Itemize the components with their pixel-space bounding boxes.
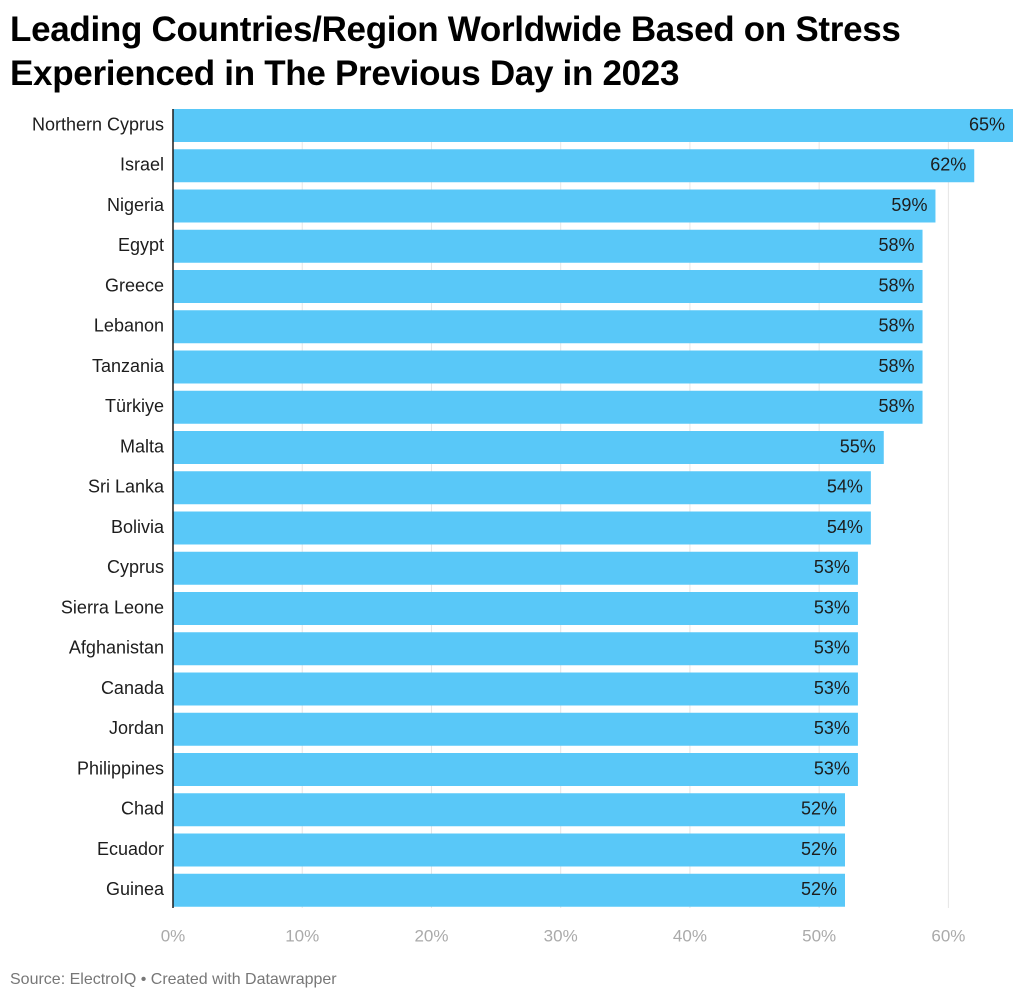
category-label: Afghanistan bbox=[69, 638, 164, 658]
bar-chart: Northern Cyprus Israel Nigeria Egypt Greece L… bbox=[32, 109, 1013, 945]
category-label: Egypt bbox=[118, 235, 164, 255]
value-label: 52% bbox=[801, 879, 837, 899]
value-label: 54% bbox=[827, 517, 863, 537]
value-label: 53% bbox=[814, 758, 850, 778]
value-label: 53% bbox=[814, 638, 850, 658]
category-label: Ecuador bbox=[97, 839, 164, 859]
bar bbox=[173, 592, 858, 625]
x-tick-label: 60% bbox=[931, 926, 965, 945]
category-label: Northern Cyprus bbox=[32, 114, 164, 134]
bar bbox=[173, 672, 858, 706]
x-tick-label: 20% bbox=[414, 926, 448, 945]
category-label: Greece bbox=[105, 275, 164, 295]
category-label: Guinea bbox=[106, 879, 165, 899]
value-label: 53% bbox=[814, 597, 850, 617]
category-label: Malta bbox=[120, 436, 165, 456]
category-label: Philippines bbox=[77, 758, 164, 778]
value-label: 58% bbox=[879, 356, 915, 376]
bar bbox=[173, 551, 858, 585]
category-label: Lebanon bbox=[94, 316, 164, 336]
x-tick-label: 50% bbox=[802, 926, 836, 945]
category-labels: Northern Cyprus Israel Nigeria Egypt Greece L… bbox=[32, 114, 165, 899]
bar bbox=[173, 833, 845, 867]
bar bbox=[173, 189, 936, 223]
x-axis-ticks: 0% 10% 20% 30% 40% 50% 60% bbox=[161, 926, 966, 945]
value-label: 65% bbox=[969, 114, 1005, 134]
bar bbox=[173, 149, 975, 183]
category-label: Cyprus bbox=[107, 557, 164, 577]
value-label: 53% bbox=[814, 718, 850, 738]
bar bbox=[173, 431, 884, 464]
bar bbox=[173, 753, 858, 786]
category-label: Türkiye bbox=[105, 396, 164, 416]
chart-title: Leading Countries/Region Worldwide Based… bbox=[10, 10, 901, 93]
bar bbox=[173, 793, 845, 827]
gridlines bbox=[301, 109, 949, 908]
category-label: Sri Lanka bbox=[88, 477, 165, 497]
category-label: Nigeria bbox=[107, 195, 165, 215]
bar bbox=[173, 109, 1013, 142]
category-label: Tanzania bbox=[92, 356, 165, 376]
category-label: Canada bbox=[101, 678, 165, 698]
bar bbox=[173, 310, 923, 344]
x-tick-label: 40% bbox=[673, 926, 707, 945]
category-label: Bolivia bbox=[111, 517, 165, 537]
value-label: 53% bbox=[814, 678, 850, 698]
value-label: 54% bbox=[827, 477, 863, 497]
value-label: 53% bbox=[814, 557, 850, 577]
value-label: 55% bbox=[840, 436, 876, 456]
value-label: 58% bbox=[879, 396, 915, 416]
x-tick-label: 30% bbox=[544, 926, 578, 945]
category-label: Israel bbox=[120, 155, 164, 175]
category-label: Chad bbox=[121, 799, 164, 819]
bar bbox=[173, 712, 858, 746]
bar bbox=[173, 390, 923, 424]
bars bbox=[173, 109, 1013, 907]
bar bbox=[173, 873, 845, 907]
value-label: 59% bbox=[891, 195, 927, 215]
bar bbox=[173, 632, 858, 666]
x-tick-label: 0% bbox=[161, 926, 186, 945]
value-label: 52% bbox=[801, 839, 837, 859]
value-label: 58% bbox=[879, 235, 915, 255]
value-label: 58% bbox=[879, 316, 915, 336]
category-label: Jordan bbox=[109, 718, 164, 738]
bar bbox=[173, 511, 871, 545]
bar bbox=[173, 229, 923, 263]
value-labels: 65%62%59%58%58%58%58%58%55%54%54%53%53%5… bbox=[801, 114, 1005, 899]
bar bbox=[173, 270, 923, 303]
source-note: Source: ElectroIQ • Created with Datawra… bbox=[10, 971, 337, 988]
x-tick-label: 10% bbox=[285, 926, 319, 945]
bar bbox=[173, 471, 871, 505]
bar bbox=[173, 350, 923, 384]
value-label: 62% bbox=[930, 155, 966, 175]
value-label: 58% bbox=[879, 275, 915, 295]
category-label: Sierra Leone bbox=[61, 597, 164, 617]
value-label: 52% bbox=[801, 799, 837, 819]
